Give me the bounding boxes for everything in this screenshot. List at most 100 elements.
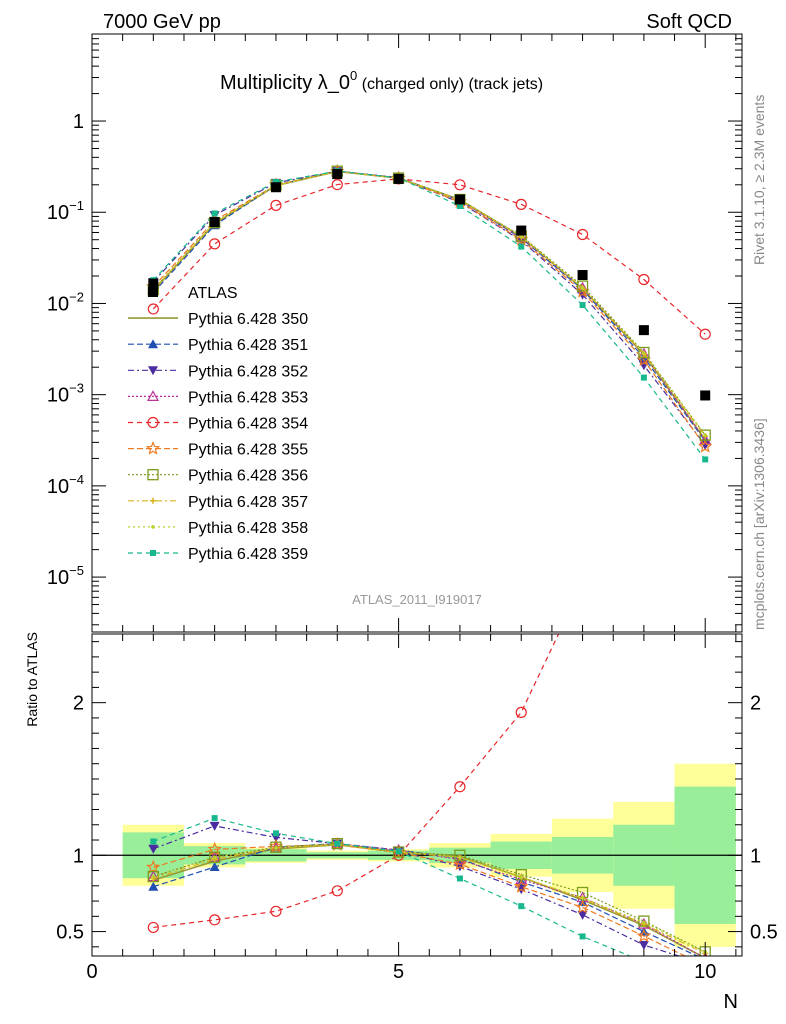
main-panel: 1 10−1 10−2 10−3 10−4 10−5 (47, 33, 743, 633)
y-tick-label-ratio-right: 0.5 (750, 922, 778, 944)
data-point (642, 351, 646, 355)
data-point (458, 855, 462, 860)
y-tick-label-main: 10−2 (47, 289, 84, 315)
series-line-main (152, 170, 706, 460)
data-point (148, 844, 159, 854)
header-right-label: Soft QCD (646, 11, 732, 33)
legend-entry: Pythia 6.428 356 (128, 468, 308, 485)
legend-entry: Pythia 6.428 355 (128, 441, 308, 459)
series-line-ratio (153, 634, 560, 929)
y-tick-label-main: 10−5 (47, 563, 84, 589)
data-point (148, 278, 159, 289)
series-line-main (152, 178, 706, 335)
mcplots-credit-label: mcplots.cern.ch [arXiv:1306.3436] (751, 418, 767, 630)
data-point (636, 928, 652, 943)
header-left-label: 7000 GeV pp (103, 11, 221, 33)
y-tick-label-main: 1 (73, 111, 84, 133)
main-panel-frame (91, 33, 743, 633)
legend-entry: Pythia 6.428 352 (128, 363, 308, 380)
data-point (395, 848, 402, 855)
data-point (145, 441, 161, 455)
data-point (146, 859, 161, 874)
legend-label: Pythia 6.428 358 (188, 520, 308, 537)
x-axis-label: N (724, 991, 738, 1013)
legend-entry: Pythia 6.428 358 (128, 520, 308, 537)
data-point (577, 270, 588, 281)
analysis-watermark: ATLAS_2011_I919017 (352, 592, 482, 607)
legend-entry-data: ATLAS (148, 285, 238, 302)
data-point (212, 855, 217, 860)
data-point (150, 497, 156, 504)
data-point (638, 346, 650, 359)
data-point (147, 303, 159, 315)
y-tick-label-main: 10−4 (47, 472, 84, 498)
data-point (638, 273, 650, 286)
data-point (700, 390, 711, 401)
data-point (700, 287, 710, 297)
data-point (148, 287, 158, 297)
legend-label: ATLAS (188, 285, 238, 302)
data-point (208, 851, 221, 863)
data-point (514, 879, 529, 893)
data-point (577, 910, 588, 920)
data-point (452, 856, 468, 871)
data-point (270, 182, 281, 193)
data-point (456, 875, 463, 882)
data-point (518, 243, 525, 250)
legend-entry: Pythia 6.428 357 (128, 494, 308, 511)
legend-label: Pythia 6.428 354 (188, 416, 308, 433)
chart-title: Multiplicity λ_00 (charged only) (track … (220, 68, 543, 94)
legend-label: Pythia 6.428 359 (188, 546, 308, 563)
data-point (148, 339, 158, 349)
data-point (270, 199, 282, 211)
series-line-main (152, 170, 706, 447)
ratio-axis-label: Ratio to ATLAS (24, 632, 40, 727)
data-point (575, 899, 590, 914)
data-point (209, 914, 221, 926)
x-tick-label: 5 (393, 961, 404, 983)
data-point (331, 885, 343, 897)
legend-label: Pythia 6.428 351 (188, 337, 308, 354)
data-point (518, 903, 525, 910)
legend-entry: Pythia 6.428 351 (128, 337, 308, 354)
data-point (699, 429, 711, 441)
y-tick-label-ratio-left: 1 (73, 845, 84, 867)
series-line-ratio (153, 844, 687, 956)
data-point (638, 325, 649, 336)
series-line-main (152, 170, 706, 436)
data-point (580, 286, 585, 290)
data-point (456, 203, 463, 210)
data-point (454, 781, 466, 793)
series-line-ratio (153, 843, 706, 953)
data-point (515, 706, 527, 718)
data-point (579, 933, 586, 940)
ratio-panel: 0 5 10 0.5 0.5 1 1 2 2 (56, 287, 778, 983)
y-tick-label-ratio-right: 2 (750, 693, 761, 715)
data-point (576, 228, 589, 241)
data-point (147, 469, 159, 481)
data-point (580, 895, 585, 900)
data-point (702, 456, 709, 463)
data-point (151, 874, 156, 879)
data-point (699, 433, 712, 445)
ratio-panel-frame (91, 633, 743, 957)
data-point (640, 374, 647, 381)
data-point (638, 941, 649, 951)
data-point (211, 210, 218, 217)
data-point (150, 550, 156, 556)
y-tick-label-main: 10−3 (47, 381, 84, 407)
data-point (578, 579, 588, 589)
y-tick-label-ratio-left: 2 (73, 693, 84, 715)
data-point (209, 821, 220, 831)
data-point (146, 390, 160, 401)
x-tick-label: 10 (694, 961, 716, 983)
legend-label: Pythia 6.428 356 (188, 468, 308, 485)
series-line-main (152, 170, 706, 442)
data-point (272, 178, 279, 185)
chart-title-sup: 0 (350, 68, 357, 83)
data-point (148, 366, 158, 376)
data-point (454, 179, 466, 191)
legend-label: Pythia 6.428 355 (188, 442, 308, 459)
data-point (698, 438, 713, 453)
